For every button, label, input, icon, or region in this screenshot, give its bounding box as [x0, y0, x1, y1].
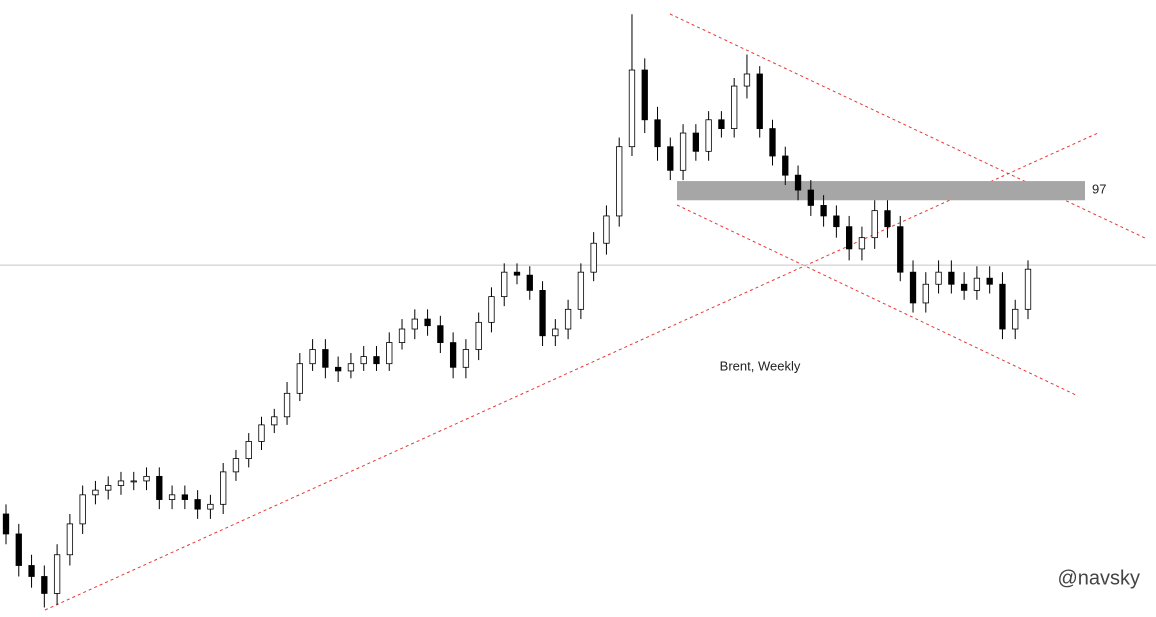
candle-body [986, 277, 993, 285]
candle-body [373, 356, 380, 365]
candle-body [296, 363, 303, 394]
candle-body [628, 69, 636, 148]
candle-body [105, 485, 112, 491]
support-trend-line [44, 132, 1099, 611]
candle-body [41, 576, 48, 594]
candle-body [654, 119, 661, 148]
candle-body [960, 283, 968, 291]
candle-body [309, 349, 316, 365]
candle-body [79, 494, 86, 525]
candle-body [858, 237, 866, 250]
candle-body [475, 321, 482, 350]
candle-body [130, 480, 137, 483]
candle-body [922, 283, 929, 304]
candle-body [462, 349, 470, 368]
candle-body [1024, 268, 1032, 310]
lower-channel-line [676, 204, 1079, 397]
candle-body [731, 85, 738, 129]
candle-body [347, 363, 355, 372]
candle-body [92, 489, 99, 496]
candle-body [539, 290, 546, 337]
candle-body [794, 174, 802, 191]
candle-body [194, 499, 201, 510]
candle-body [705, 119, 712, 152]
candle-body [871, 210, 878, 239]
candle-body [769, 128, 776, 157]
candle-body [590, 242, 597, 273]
candle-body [616, 146, 623, 217]
candle-body [398, 328, 406, 343]
candle-body [28, 565, 35, 577]
candle-body [424, 318, 431, 327]
candle-body [999, 283, 1006, 330]
candle-body [820, 205, 827, 217]
candle-body [577, 271, 585, 310]
candle-body [245, 441, 252, 460]
candle-body [935, 271, 942, 285]
candle-body [667, 146, 674, 171]
candle-body [846, 226, 853, 250]
upper-channel-line [669, 13, 1146, 239]
candle-body [718, 119, 725, 129]
candle-body [283, 392, 291, 418]
candle-body [334, 366, 342, 372]
candle-body [743, 73, 751, 87]
candle-body [207, 503, 214, 510]
candle-body [909, 271, 917, 304]
candle-body [1012, 308, 1019, 330]
level-label: 97 [1092, 182, 1106, 197]
chart-title: Brent, Weekly [720, 358, 801, 373]
candle-body [833, 215, 840, 228]
candle-body [411, 318, 418, 330]
candle-body [488, 296, 495, 323]
candle-body [449, 342, 457, 368]
candle-body [386, 342, 393, 365]
candle-body [143, 475, 150, 482]
candle-body [258, 424, 265, 442]
candle-body [948, 271, 955, 285]
candle-body [501, 271, 508, 298]
candle-body [526, 274, 533, 291]
candle-body [552, 328, 559, 337]
candle-body [168, 494, 176, 500]
candle-body [232, 458, 240, 473]
candle-body [156, 475, 163, 500]
candle-body [117, 480, 125, 486]
candle-body [271, 416, 278, 426]
candle-body [322, 349, 329, 368]
candle-body [641, 69, 648, 121]
candle-body [973, 277, 981, 291]
level-band [677, 181, 1085, 201]
candle-body [679, 132, 687, 171]
candle-body [692, 132, 699, 152]
candle-body [66, 523, 74, 556]
candle-body [564, 308, 572, 330]
candle-body [756, 73, 763, 129]
candle-body [15, 533, 22, 566]
candle-body [181, 494, 189, 500]
candle-body [782, 155, 789, 176]
candle-body [360, 356, 367, 365]
candle-body [603, 215, 610, 244]
watermark: @navsky [1057, 567, 1140, 589]
candle-body [513, 271, 521, 276]
candle-body [437, 325, 444, 343]
candle-body [220, 471, 227, 505]
candle-body [53, 554, 61, 594]
candle-body [2, 513, 10, 535]
candle-body [884, 210, 891, 228]
candle-body [807, 189, 814, 206]
candle-body [897, 226, 904, 273]
